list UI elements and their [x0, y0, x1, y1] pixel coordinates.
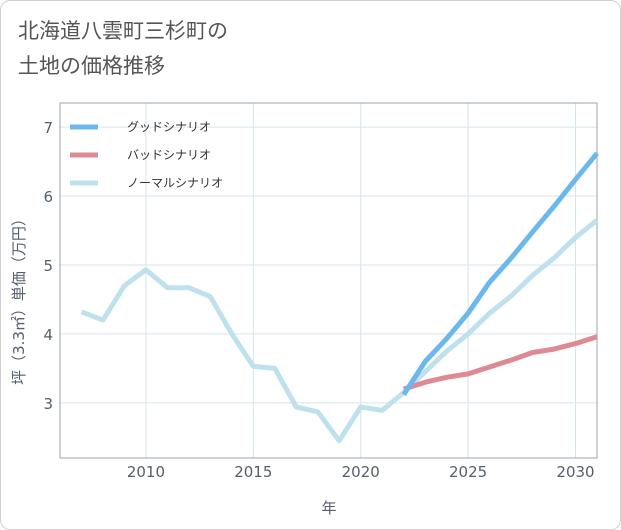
series-line-normal [80, 218, 599, 444]
series-line-bad [402, 334, 598, 392]
chart-title-line-2: 土地の価格推移 [18, 54, 165, 78]
series-line-good [401, 151, 599, 396]
y-axis-title: 坪（3.3㎡）単価（万円） [10, 211, 28, 385]
x-tick-label-2020: 2020 [342, 463, 380, 481]
legend-label-bad: バッドシナリオ [127, 148, 211, 162]
chart-title-line-1: 北海道八雲町三杉町の [18, 19, 228, 43]
chart-title: 北海道八雲町三杉町の 土地の価格推移 [18, 14, 228, 84]
axis-ticks: 2010 2015 2020 2025 2030 3 4 5 6 7 [43, 119, 594, 481]
x-tick-label-2015: 2015 [234, 463, 272, 481]
series-lines [80, 151, 599, 444]
y-tick-label-4: 4 [43, 326, 53, 344]
x-tick-label-2025: 2025 [449, 463, 487, 481]
plot-area-border [59, 102, 598, 459]
x-axis-title: 年 [321, 499, 336, 517]
y-tick-label-6: 6 [43, 188, 53, 206]
legend-label-good: グッドシナリオ [127, 120, 211, 134]
y-tick-label-3: 3 [43, 395, 53, 413]
legend-label-normal: ノーマルシナリオ [127, 176, 223, 190]
x-tick-label-2030: 2030 [556, 463, 594, 481]
x-tick-label-2010: 2010 [127, 463, 165, 481]
y-tick-label-7: 7 [43, 119, 53, 137]
y-tick-label-5: 5 [43, 257, 53, 275]
